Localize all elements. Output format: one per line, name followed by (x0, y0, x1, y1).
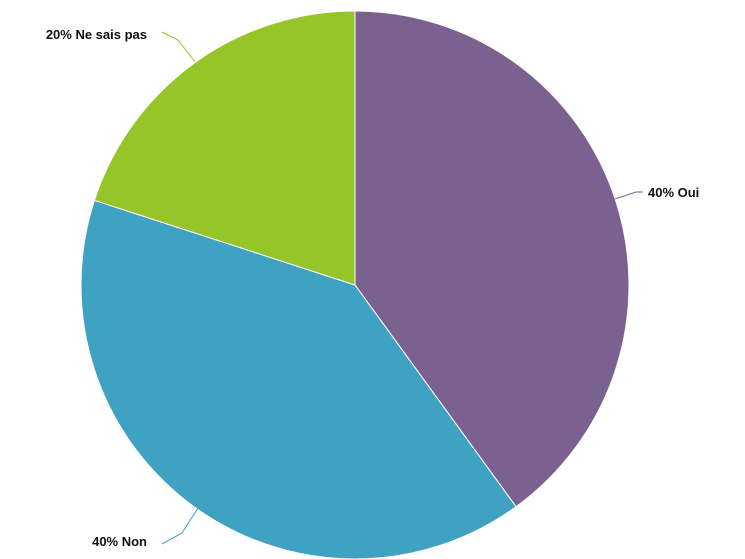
leader-line-oui (614, 191, 643, 200)
leader-line-ne-sais-pas (161, 31, 196, 63)
pie-slice-ne-sais-pas (93, 10, 356, 286)
slice-label-oui: 40% Oui (648, 185, 699, 200)
slice-label-non: 40% Non (92, 534, 147, 549)
slice-labels: 40% Oui 40% Non 20% Ne sais pas (46, 27, 699, 549)
pie-slice-oui (354, 10, 630, 508)
pie-slice-non (80, 199, 517, 559)
leader-lines (161, 31, 643, 545)
leader-line-non (161, 507, 199, 545)
slice-label-ne-sais-pas: 20% Ne sais pas (46, 27, 147, 42)
pie-slices (80, 10, 630, 559)
